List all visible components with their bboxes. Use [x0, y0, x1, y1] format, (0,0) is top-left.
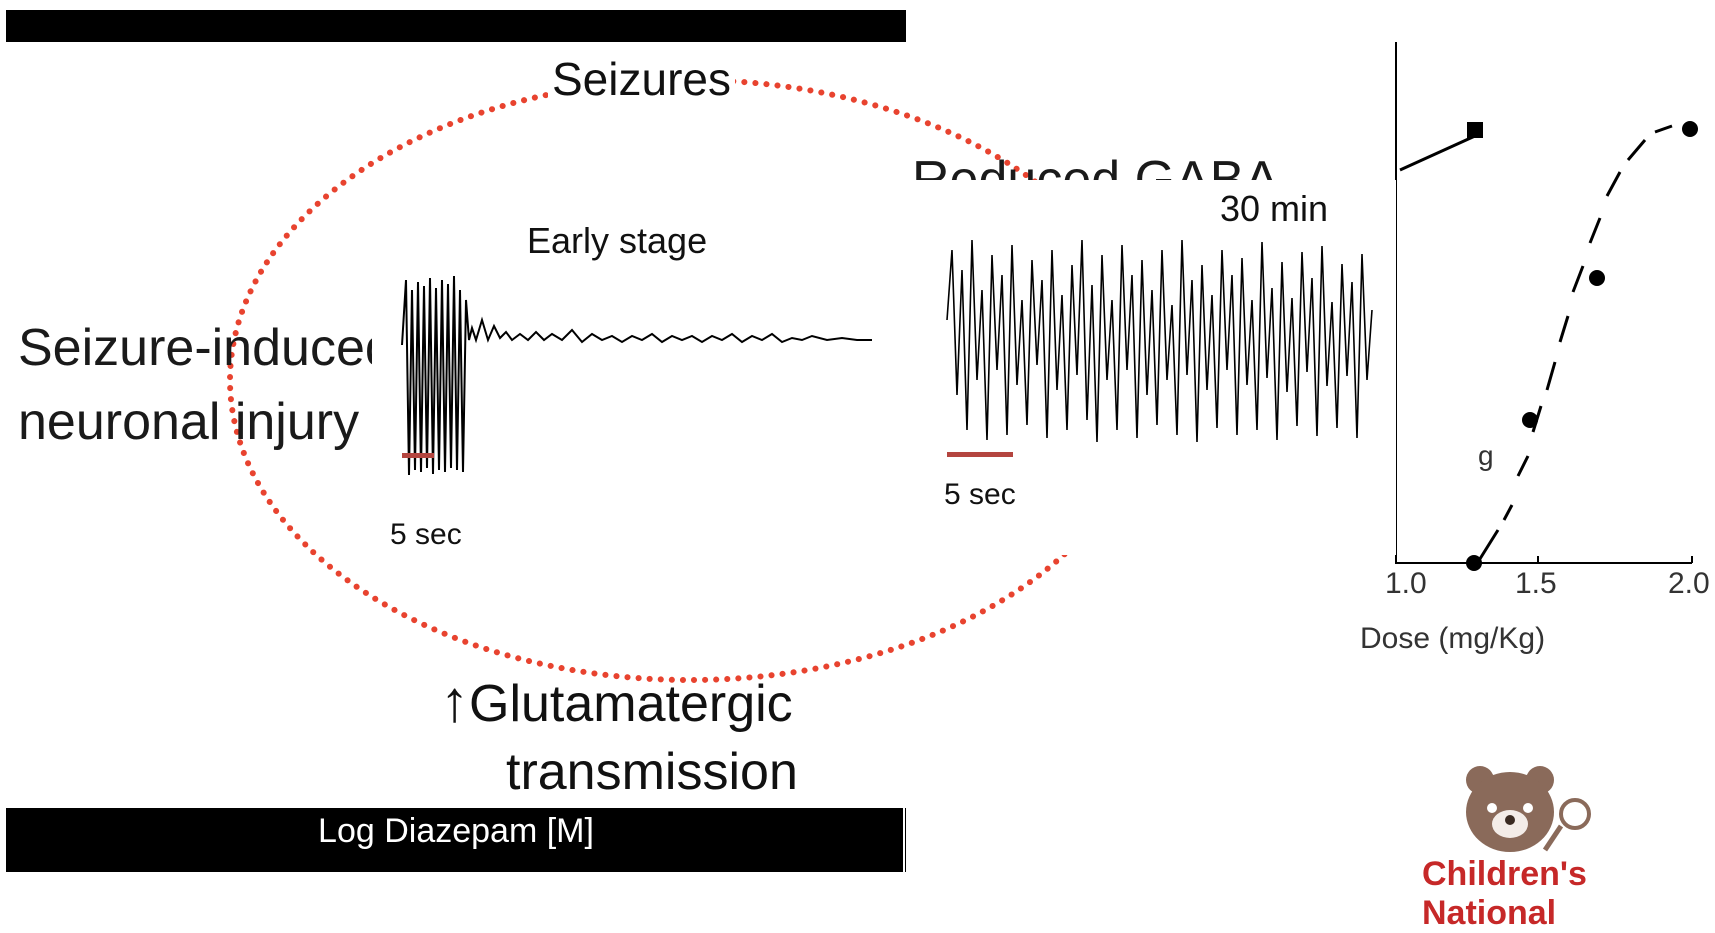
background-dose-chart [1395, 121, 1698, 571]
dose-axis-label: Dose (mg/Kg) [1360, 622, 1546, 655]
dose-chart-y-axis [1395, 42, 1397, 562]
thirty-min-scale-label: 5 sec [944, 478, 1016, 511]
early-stage-title: Early stage [527, 220, 708, 261]
background-g-letter: g [1478, 440, 1494, 471]
eeg-traces [401, 239, 1373, 476]
dose-point-1 [1682, 121, 1698, 137]
glutamatergic-label: ↑Glutamatergic [440, 668, 793, 735]
bottom-black-bar: Log Diazepam [M] [6, 808, 906, 872]
dose-tick-label-1-0: 1.0 [1385, 567, 1427, 600]
thirty-min-scale-bar [947, 452, 1013, 457]
early-stage-eeg-trace [401, 275, 872, 476]
seizure-induced-label: Seizure-induced [18, 319, 394, 377]
thirty-min-eeg-trace [946, 239, 1373, 443]
bear-logo-icon [1466, 766, 1591, 852]
childrens-national-logo-text: Children's National [1422, 855, 1587, 932]
thirty-min-title: 30 min [1220, 188, 1329, 229]
dose-point-3 [1522, 412, 1538, 428]
early-stage-scale-label: 5 sec [390, 518, 462, 551]
dose-point-square [1467, 122, 1483, 138]
log-diazepam-label: Log Diazepam [M] [318, 812, 594, 850]
top-bar-divider [903, 10, 905, 42]
early-stage-scale-bar [402, 453, 434, 458]
up-arrow-icon: ↑ [440, 669, 469, 734]
dose-point-4 [1466, 555, 1482, 571]
glutamatergic-text: Glutamatergic [469, 675, 793, 733]
dose-tick-label-2-0: 2.0 [1668, 567, 1710, 600]
seizures-label: Seizures [548, 52, 735, 106]
dose-point-2 [1589, 270, 1605, 286]
dose-tick-label-1-5: 1.5 [1515, 567, 1557, 600]
bottom-bar-divider [903, 808, 905, 872]
eeg-overlay-panel: Early stage 30 min 5 sec 5 sec [372, 180, 1396, 555]
top-black-bar [6, 10, 906, 42]
transmission-label: transmission [506, 743, 798, 801]
neuronal-injury-label: neuronal injury [18, 393, 360, 451]
